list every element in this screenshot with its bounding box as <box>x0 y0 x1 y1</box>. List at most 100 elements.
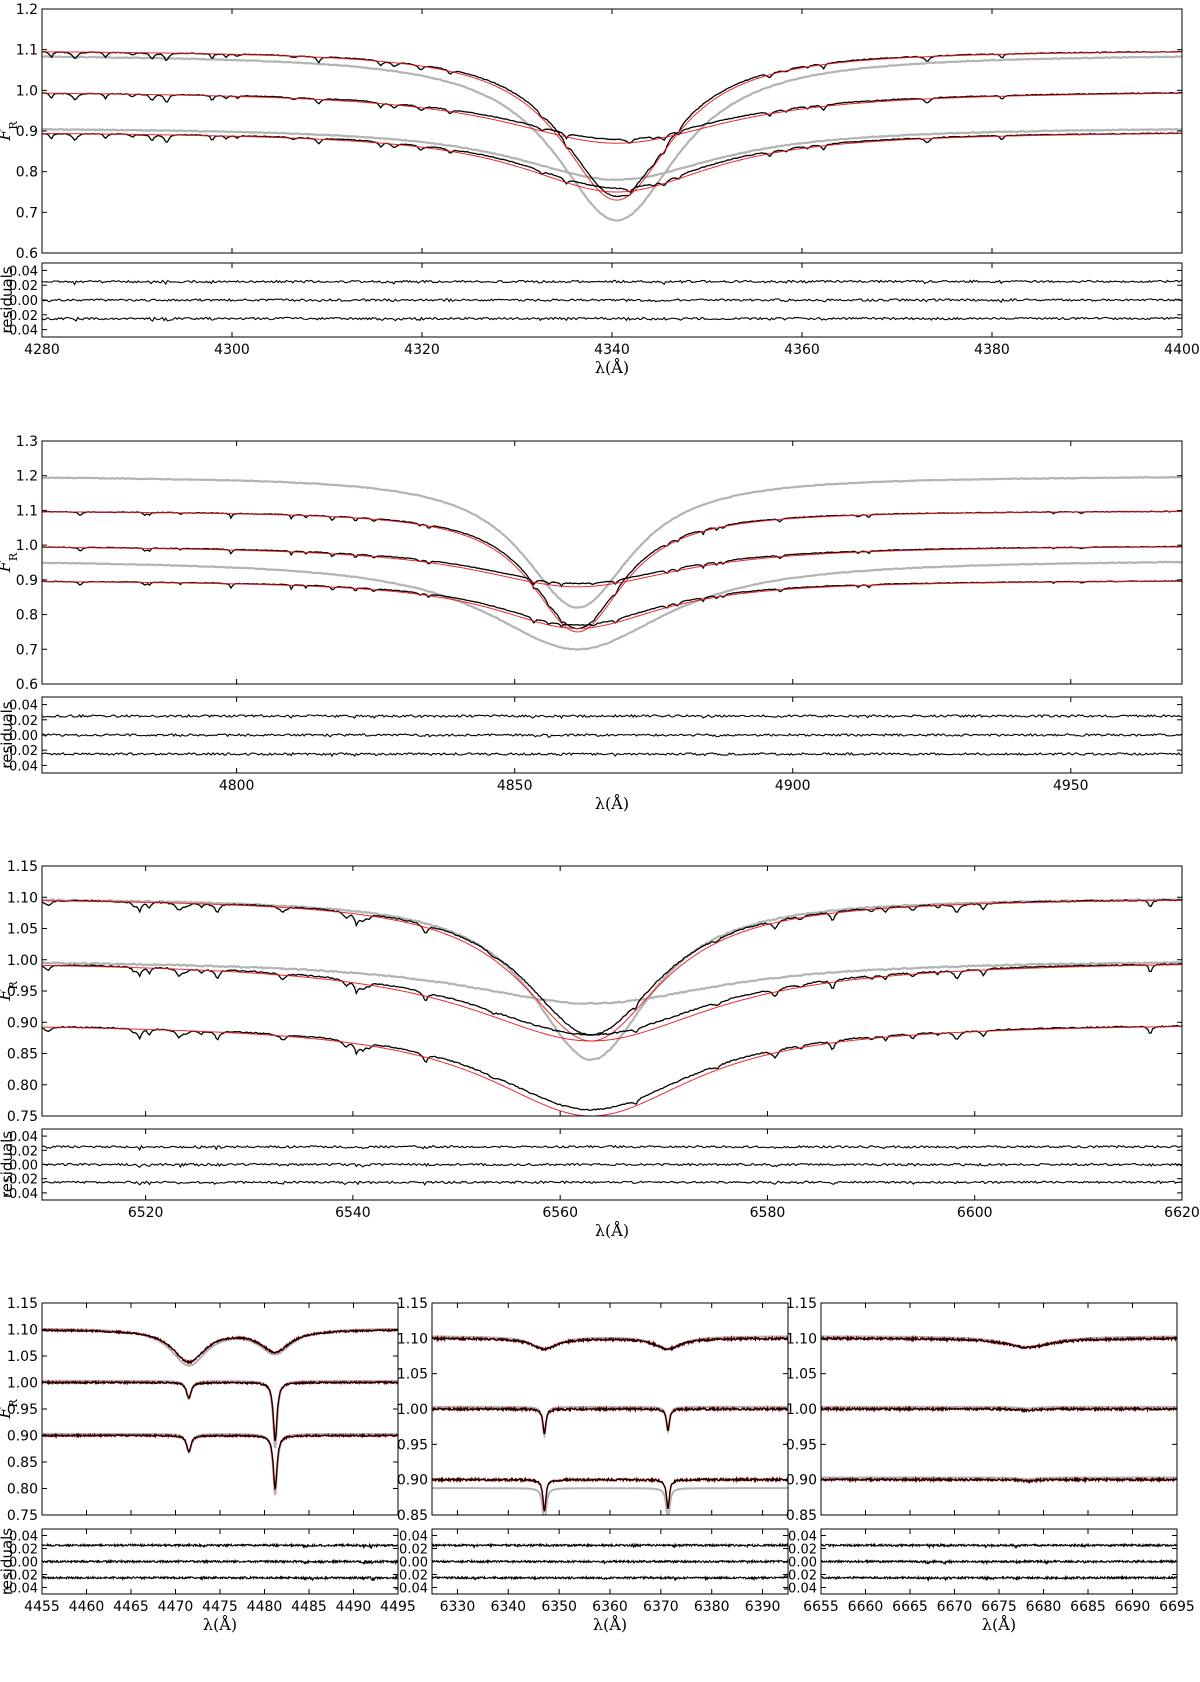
component-spectrum-line <box>432 1405 788 1440</box>
x-tick-label: 6685 <box>1070 1599 1106 1615</box>
residual-tick-label: -0.04 <box>394 1582 428 1597</box>
residual-tick-label: 0.00 <box>9 729 38 744</box>
component-spectrum-line <box>42 1327 398 1367</box>
residual-line <box>42 733 1182 738</box>
residual-tick-label: 0.00 <box>788 1556 817 1571</box>
observed-spectrum-line <box>821 1476 1177 1484</box>
component-spectrum-line <box>42 1432 398 1496</box>
y-tick-label: 0.90 <box>397 1473 428 1489</box>
y-tick-label: 1.00 <box>397 1402 428 1418</box>
x-tick-label: 6600 <box>957 1205 993 1221</box>
residual-tick-label: -0.04 <box>4 1187 38 1202</box>
x-tick-label: 6350 <box>541 1599 577 1615</box>
residuals-plot <box>432 1542 788 1582</box>
x-axis-label: λ(Å) <box>595 793 629 813</box>
residual-line <box>432 1542 788 1550</box>
residual-line <box>42 1180 1182 1186</box>
x-tick-label: 4340 <box>594 342 630 358</box>
observed-spectrum-line <box>432 1476 788 1512</box>
component-spectrum-line <box>42 560 1182 651</box>
residual-line <box>42 752 1182 758</box>
residuals-plot <box>42 1144 1182 1186</box>
y-axis-label: FR <box>0 121 20 142</box>
y-tick-label: 0.95 <box>786 1437 817 1453</box>
y-tick-label: 1.00 <box>7 1376 38 1392</box>
residual-line <box>42 1144 1182 1151</box>
residual-tick-label: 0.00 <box>9 1556 38 1571</box>
y-tick-label: 0.9 <box>16 124 38 140</box>
residual-line <box>432 1558 788 1565</box>
model-spectrum-line <box>432 1475 788 1512</box>
residual-line <box>42 1542 398 1550</box>
flux-axes-frame <box>41 1302 399 1516</box>
x-axis-label: λ(Å) <box>982 1614 1016 1634</box>
residual-tick-label: 0.00 <box>399 1556 428 1571</box>
x-axis-label: λ(Å) <box>595 357 629 377</box>
model-spectrum-line <box>42 1327 398 1366</box>
y-tick-label: 0.90 <box>7 1015 38 1031</box>
x-tick-label: 6680 <box>1026 1599 1062 1615</box>
component-spectrum-line <box>821 1476 1177 1481</box>
x-tick-label: 6370 <box>643 1599 679 1615</box>
y-tick-label: 0.95 <box>397 1437 428 1453</box>
y-axis-label-main: F <box>0 129 14 142</box>
y-tick-label: 1.10 <box>7 1323 38 1339</box>
y-tick-label: 1.10 <box>7 890 38 906</box>
model-spectrum-line <box>42 1432 398 1491</box>
x-tick-label: 4400 <box>1164 342 1200 358</box>
x-tick-label: 6660 <box>848 1599 884 1615</box>
y-axis-label-main: F <box>0 989 14 1002</box>
x-axis-label: λ(Å) <box>593 1614 627 1634</box>
y-tick-label: 1.05 <box>7 922 38 938</box>
observed-spectrum-line <box>432 1406 788 1435</box>
residual-tick-label: 0.02 <box>9 279 38 294</box>
residual-tick-label: 0.04 <box>9 1530 38 1545</box>
residuals-plot <box>821 1542 1177 1582</box>
residual-tick-label: -0.02 <box>394 1569 428 1584</box>
residual-tick-label: 0.00 <box>9 294 38 309</box>
y-tick-label: 1.0 <box>16 83 38 99</box>
residual-line <box>42 316 1182 322</box>
residuals-axis-label: residuals <box>0 1528 16 1595</box>
x-tick-label: 6380 <box>694 1599 730 1615</box>
x-tick-label: 6560 <box>542 1205 578 1221</box>
y-tick-label: 0.85 <box>397 1508 428 1524</box>
y-tick-label: 0.8 <box>16 608 38 624</box>
y-tick-label: 1.10 <box>397 1331 428 1347</box>
x-tick-label: 6675 <box>981 1599 1017 1615</box>
x-tick-label: 4280 <box>24 342 60 358</box>
x-tick-label: 6520 <box>128 1205 164 1221</box>
x-tick-label: 6665 <box>892 1599 928 1615</box>
residuals-plot <box>42 1542 398 1582</box>
residual-tick-label: 0.04 <box>399 1530 428 1545</box>
y-axis-label: FR <box>0 1399 20 1420</box>
x-tick-label: 4300 <box>214 342 250 358</box>
x-tick-label: 6695 <box>1159 1599 1195 1615</box>
residual-tick-label: 0.04 <box>9 699 38 714</box>
model-spectrum-line <box>42 51 1182 201</box>
y-tick-label: 1.1 <box>16 43 38 59</box>
observed-spectrum-line <box>42 1024 1182 1112</box>
x-tick-label: 4320 <box>404 342 440 358</box>
model-spectrum-line <box>42 546 1182 588</box>
x-tick-label: 4495 <box>380 1599 416 1615</box>
y-tick-label: 0.75 <box>7 1508 38 1524</box>
y-tick-label: 0.75 <box>7 1109 38 1125</box>
x-tick-label: 4360 <box>784 342 820 358</box>
residual-line <box>821 1558 1177 1566</box>
component-spectrum-line <box>42 960 1182 1006</box>
residuals-axis-label: residuals <box>0 1131 16 1198</box>
x-tick-label: 6340 <box>490 1599 526 1615</box>
y-tick-label: 1.2 <box>16 469 38 485</box>
y-axis-label: FR <box>0 552 20 573</box>
component-spectrum-line <box>42 898 1182 1062</box>
y-tick-label: 0.90 <box>7 1429 38 1445</box>
x-tick-label: 4480 <box>247 1599 283 1615</box>
residual-tick-label: 0.02 <box>9 1543 38 1558</box>
flux-plot <box>432 1334 788 1515</box>
y-tick-label: 1.15 <box>397 1296 428 1312</box>
model-spectrum-line <box>42 1025 1182 1116</box>
model-spectrum-line <box>42 511 1182 633</box>
residual-tick-label: 0.00 <box>9 1159 38 1174</box>
